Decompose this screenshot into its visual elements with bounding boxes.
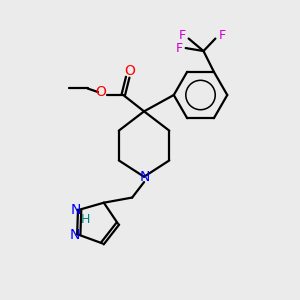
Text: N: N <box>140 170 150 184</box>
Text: F: F <box>176 42 183 55</box>
Text: F: F <box>178 29 186 42</box>
Text: N: N <box>70 228 80 242</box>
Text: N: N <box>71 203 81 217</box>
Text: O: O <box>124 64 136 78</box>
Text: O: O <box>95 85 106 99</box>
Text: H: H <box>80 213 90 226</box>
Text: F: F <box>218 29 226 42</box>
